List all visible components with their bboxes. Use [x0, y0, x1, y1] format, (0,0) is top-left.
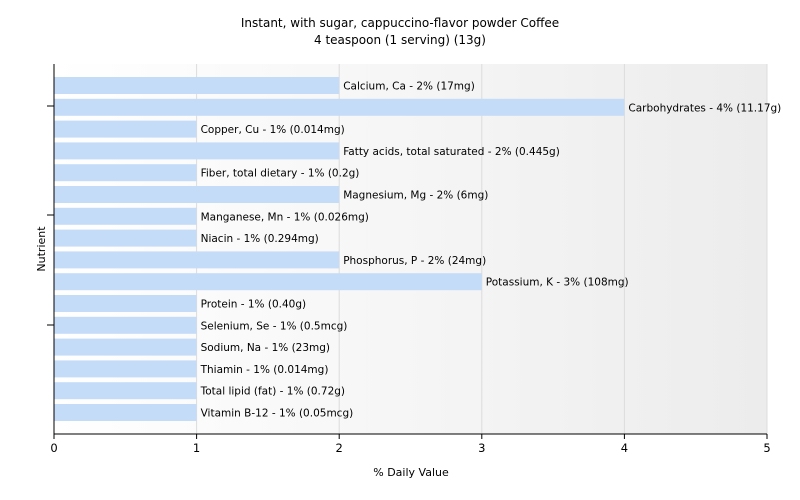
bar-4 — [54, 164, 197, 182]
bar-label-7: Niacin - 1% (0.294mg) — [201, 233, 319, 245]
bars: Calcium, Ca - 2% (17mg) Carbohydrates - 4… — [54, 77, 781, 421]
bar-8 — [54, 251, 340, 269]
bar-label-9: Potassium, K - 3% (108mg) — [486, 277, 629, 289]
x-tick-label-5: 5 — [763, 441, 770, 455]
bar-15 — [54, 404, 197, 421]
bar-2 — [54, 120, 197, 138]
bar-label-8: Phosphorus, P - 2% (24mg) — [343, 255, 486, 267]
bar-6 — [54, 207, 197, 225]
x-tick-label-3: 3 — [478, 441, 485, 455]
bar-10 — [54, 295, 197, 312]
bar-11 — [54, 316, 197, 334]
plot-area — [54, 64, 767, 434]
bar-label-2: Copper, Cu - 1% (0.014mg) — [201, 124, 345, 136]
bar-label-5: Magnesium, Mg - 2% (6mg) — [343, 190, 488, 202]
bar-12 — [54, 338, 197, 356]
bar-label-14: Total lipid (fat) - 1% (0.72g) — [200, 386, 345, 398]
bar-14 — [54, 382, 197, 400]
bar-13 — [54, 360, 197, 378]
bar-3 — [54, 142, 340, 160]
bar-label-6: Manganese, Mn - 1% (0.026mg) — [201, 211, 369, 223]
y-axis-label: Nutrient — [35, 226, 48, 272]
bar-label-0: Calcium, Ca - 2% (17mg) — [343, 81, 475, 93]
bar-label-3: Fatty acids, total saturated - 2% (0.445… — [343, 146, 560, 158]
bar-label-4: Fiber, total dietary - 1% (0.2g) — [201, 168, 360, 180]
bar-label-15: Vitamin B-12 - 1% (0.05mcg) — [201, 408, 354, 420]
x-tick-label-0: 0 — [50, 441, 57, 455]
x-axis-label: % Daily Value — [373, 466, 449, 479]
bar-9 — [54, 273, 482, 291]
bar-7 — [54, 229, 197, 247]
x-tick-label-4: 4 — [621, 441, 628, 455]
bar-label-12: Sodium, Na - 1% (23mg) — [201, 342, 330, 354]
bar-5 — [54, 186, 340, 203]
bar-label-13: Thiamin - 1% (0.014mg) — [200, 364, 329, 376]
x-tick-label-2: 2 — [336, 441, 343, 455]
bar-label-1: Carbohydrates - 4% (11.17g) — [628, 102, 781, 114]
x-tick-label-1: 1 — [193, 441, 200, 455]
bar-label-11: Selenium, Se - 1% (0.5mcg) — [201, 320, 348, 332]
bar-1 — [54, 98, 625, 116]
bar-0 — [54, 77, 340, 94]
bar-label-10: Protein - 1% (0.40g) — [201, 299, 307, 311]
chart-subtitle: 4 teaspoon (1 serving) (13g) — [314, 33, 486, 47]
chart-title: Instant, with sugar, cappuccino-flavor p… — [241, 16, 559, 30]
axes: 0 1 2 3 4 5 — [47, 64, 771, 455]
